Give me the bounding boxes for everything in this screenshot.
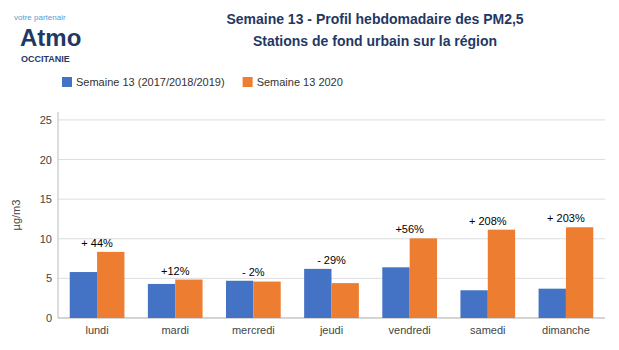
annotation: +56% — [395, 223, 424, 235]
y-tick-label: 5 — [46, 272, 52, 284]
x-tick-label: mardi — [161, 324, 189, 336]
legend-swatch — [62, 77, 72, 87]
bar — [382, 267, 409, 318]
y-tick-label: 20 — [40, 154, 52, 166]
x-tick-label: lundi — [85, 324, 108, 336]
y-tick-label: 25 — [40, 114, 52, 126]
legend-swatch — [243, 77, 253, 87]
y-axis-line — [58, 112, 59, 318]
subtitle: Stations de fond urbain sur la région — [253, 33, 497, 49]
x-tick-label: mercredi — [232, 324, 275, 336]
bar — [226, 281, 253, 318]
bar — [410, 238, 437, 318]
annotation: - 29% — [317, 254, 346, 266]
bar — [175, 280, 202, 318]
x-tick-label: samedi — [470, 324, 505, 336]
bar — [566, 227, 593, 318]
brand-name: Atmo — [20, 24, 81, 51]
bar — [253, 282, 280, 318]
grid-line — [58, 199, 605, 200]
bar — [488, 230, 515, 318]
y-tick-label: 0 — [46, 312, 52, 324]
annotation: + 203% — [547, 212, 585, 224]
grid-line — [58, 159, 605, 160]
legend: Semaine 13 (2017/2018/2019) Semaine 13 20… — [62, 76, 343, 88]
legend-entry: Semaine 13 (2017/2018/2019) — [76, 76, 225, 88]
x-tick-label: dimanche — [542, 324, 590, 336]
annotation: +12% — [161, 265, 190, 277]
grid-line — [58, 238, 605, 239]
bar — [332, 283, 359, 318]
bar — [460, 290, 487, 318]
grid — [58, 120, 605, 318]
legend-entry: Semaine 13 2020 — [257, 76, 343, 88]
bar — [304, 269, 331, 318]
chart: votre partenair Atmo OCCITANIE Semaine 13 -… — [0, 0, 619, 350]
brand-tagline: votre partenair — [14, 13, 66, 22]
y-tick-label: 15 — [40, 193, 52, 205]
annotation: - 2% — [242, 266, 265, 278]
title: Semaine 13 - Profil hebdomadaire des PM2… — [226, 11, 523, 27]
bar — [539, 289, 566, 318]
annotation: + 44% — [81, 237, 113, 249]
brand-region: OCCITANIE — [21, 54, 70, 64]
x-tick-label: jeudi — [319, 324, 343, 336]
bar — [97, 252, 124, 318]
x-tick-label: vendredi — [389, 324, 431, 336]
grid-line — [58, 119, 605, 120]
bar — [70, 272, 97, 318]
y-tick-label: 10 — [40, 233, 52, 245]
y-axis-label: µg/m3 — [10, 200, 22, 231]
bar — [148, 284, 175, 318]
bars — [70, 227, 594, 318]
annotation: + 208% — [469, 215, 507, 227]
